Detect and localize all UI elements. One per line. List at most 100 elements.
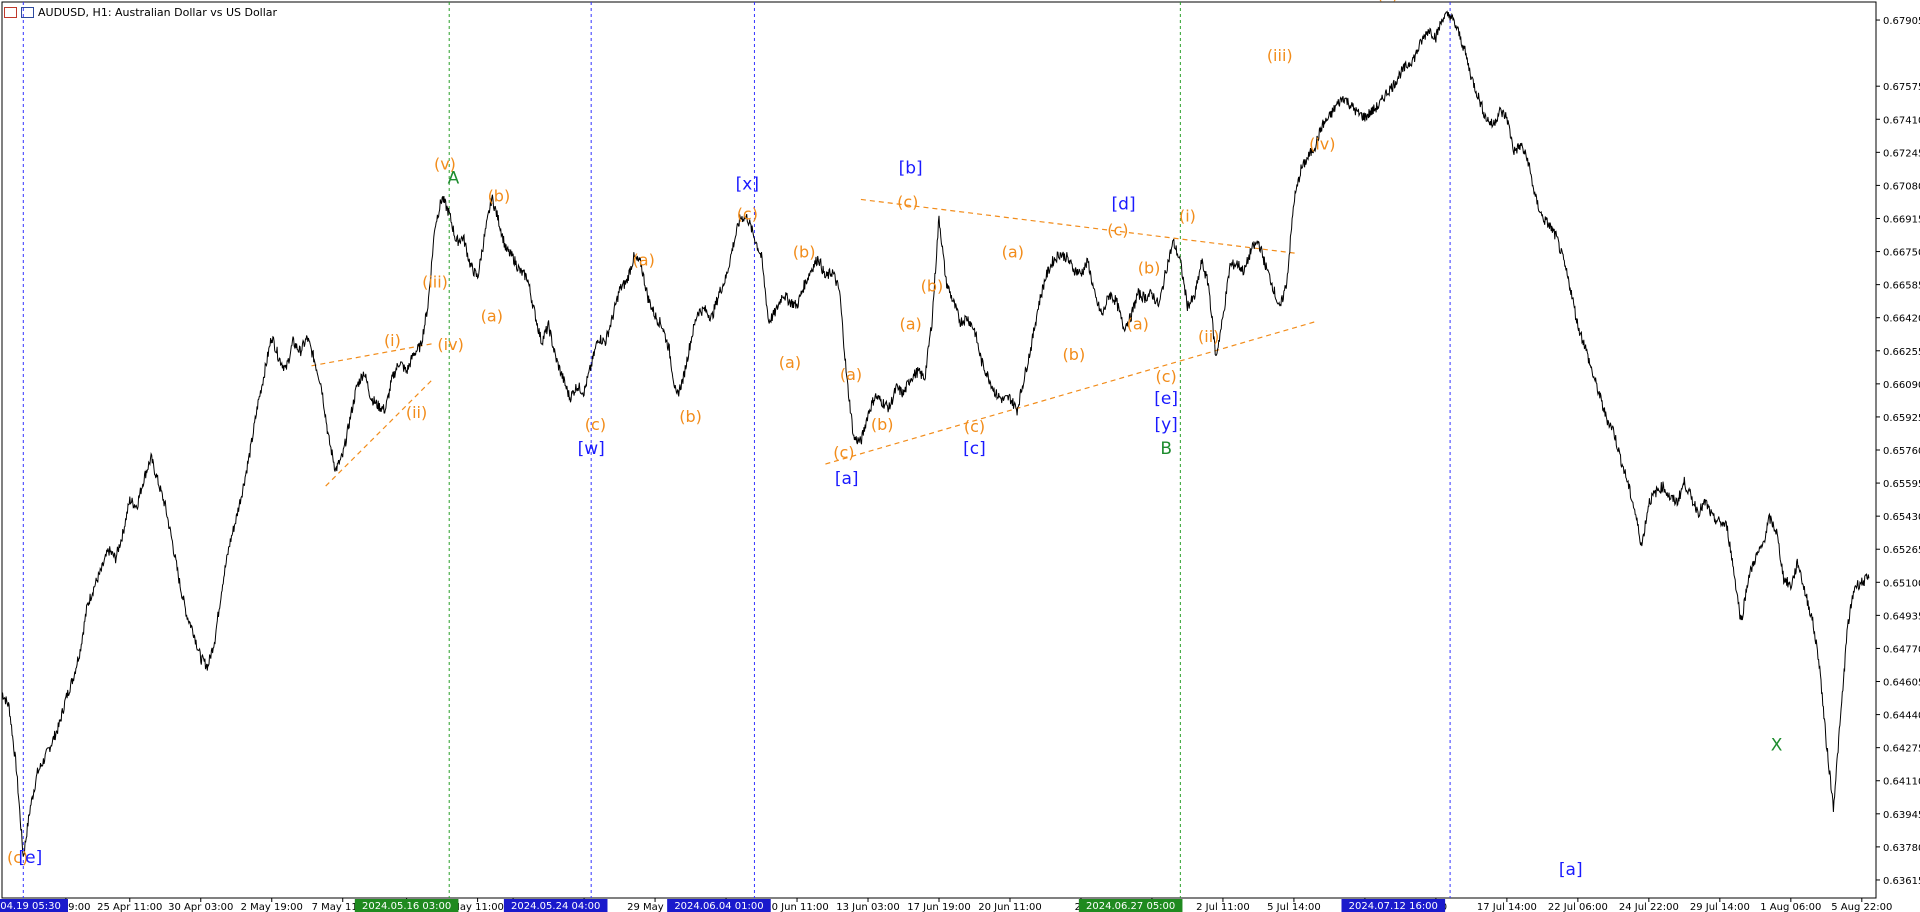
wave-label: (c) [1156, 367, 1177, 386]
y-tick-label: 0.66585 [1883, 281, 1920, 292]
trend-line [860, 198, 1299, 255]
chart-header: AUDUSD, H1: Australian Dollar vs US Doll… [4, 4, 277, 20]
time-tag-bg [1341, 899, 1446, 912]
chart-title: AUDUSD, H1: Australian Dollar vs US Doll… [38, 5, 278, 19]
wave-label: (b) [871, 415, 894, 434]
y-tick-label: 0.64935 [1883, 611, 1920, 622]
x-tick-label: 20 Jun 11:00 [978, 902, 1042, 912]
x-tick-label: 25 Apr 11:00 [97, 902, 162, 912]
wave-label: (c) [964, 417, 985, 436]
wave-label: [x] [736, 174, 759, 194]
wave-label: (v) [434, 154, 456, 173]
wave-label: (b) [793, 243, 816, 262]
wave-label: (a) [1002, 243, 1024, 262]
plot-frame [1, 1, 1877, 899]
price-line [1, 10, 1870, 857]
time-tag-bg [667, 899, 771, 912]
x-tick-label: 17 Jul 14:00 [1477, 902, 1537, 912]
wave-label: [d] [1112, 194, 1136, 214]
wave-label: [y] [1154, 415, 1177, 435]
y-tick-label: 0.65265 [1883, 545, 1920, 556]
x-tick-label: 29 May 11: [627, 902, 683, 912]
wave-label: (i) [384, 331, 401, 350]
wave-label: (b) [1138, 259, 1161, 278]
trend-line [825, 321, 1316, 465]
y-tick-label: 0.64605 [1883, 678, 1920, 689]
wave-label: (iii) [422, 273, 448, 292]
time-tag: 2024.05.16 03:00 [362, 901, 451, 912]
x-tick-label: 5 Aug 22:00 [1831, 902, 1892, 912]
x-tick-label: May 11:00 [451, 902, 504, 912]
y-tick-label: 0.67245 [1883, 148, 1920, 159]
wave-label: (ii) [406, 403, 427, 422]
wave-label: (c) [897, 192, 918, 211]
y-tick-label: 0.65595 [1883, 479, 1920, 490]
wave-label: (c) [7, 848, 28, 867]
wave-label: (a) [481, 307, 503, 326]
wave-label: (c) [737, 204, 758, 223]
trend-line [311, 343, 433, 367]
x-tick-label: 17 Jun 19:00 [907, 902, 971, 912]
x-tick-label: 1 Aug 06:00 [1760, 902, 1821, 912]
wave-label: X [1771, 736, 1783, 756]
time-tag: 2024.05.24 04:00 [511, 901, 600, 912]
x-tick-label: 2 May 19:00 [241, 902, 303, 912]
wave-label: [w] [578, 439, 605, 459]
wave-label: (v) [1377, 0, 1399, 3]
trend-line [325, 379, 433, 487]
wave-label: [a] [1559, 860, 1583, 880]
chart-settings-icon[interactable] [21, 6, 34, 18]
wave-label: (iv) [1309, 134, 1335, 153]
wave-label: (b) [488, 186, 511, 205]
wave-label: (c) [833, 443, 854, 462]
wave-label: B [1160, 439, 1172, 459]
wave-label: (b) [679, 407, 702, 426]
time-tag: 2024.06.04 01:00 [674, 901, 763, 912]
wave-label: A [448, 168, 460, 188]
y-tick-label: 0.67905 [1883, 16, 1920, 27]
time-tag-bg [503, 899, 608, 912]
x-tick-label: 29 Jul 14:00 [1690, 902, 1750, 912]
y-tick-label: 0.65925 [1883, 413, 1920, 424]
y-tick-label: 0.63615 [1883, 876, 1920, 887]
y-tick-label: 0.63945 [1883, 810, 1920, 821]
wave-label: (i) [1179, 206, 1196, 225]
time-tag-bg [0, 899, 68, 912]
wave-label: [b] [899, 158, 923, 178]
x-tick-label: 30 Apr 03:00 [168, 902, 233, 912]
wave-label: (c) [585, 415, 606, 434]
wave-label: (a) [1127, 315, 1149, 334]
wave-label: (b) [1063, 345, 1086, 364]
x-tick-label: 2 Jul 11:00 [1196, 902, 1250, 912]
time-tag-bg [354, 899, 459, 912]
wave-label: (b) [921, 277, 944, 296]
wave-label: [c] [963, 439, 986, 459]
time-tag: 2024.06.27 05:00 [1086, 901, 1175, 912]
time-tag: 2024.04.19 05:30 [0, 901, 61, 912]
wave-label: [a] [835, 469, 859, 489]
x-tick-label: 7 May 11:00 [312, 902, 374, 912]
grid-icon[interactable] [4, 6, 17, 18]
time-tag: 2024.07.12 16:00 [1349, 901, 1438, 912]
time-tag-bg [1078, 899, 1183, 912]
x-tick-label: 5 Jul 14:00 [1267, 902, 1321, 912]
y-tick-label: 0.66915 [1883, 214, 1920, 225]
x-tick-label: 10 Jun 11:00 [765, 902, 829, 912]
x-tick-label: 24 Jul 22:00 [1619, 902, 1679, 912]
y-tick-label: 0.66255 [1883, 347, 1920, 358]
y-tick-label: 0.67575 [1883, 82, 1920, 93]
wave-label: [e] [19, 848, 43, 868]
x-tick-label: 22 Jul 06:00 [1548, 902, 1608, 912]
